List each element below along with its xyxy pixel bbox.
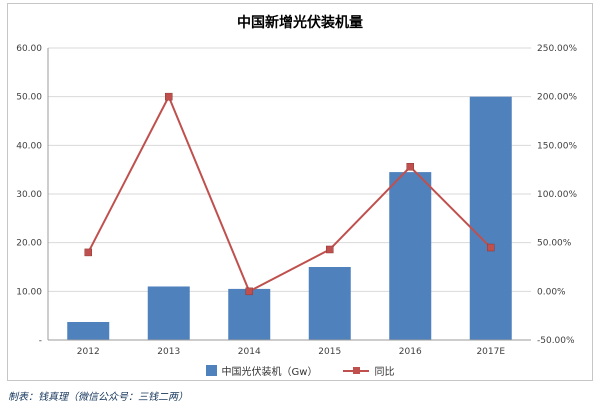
bar-2015 — [308, 267, 351, 340]
right-axis-tick-label: 150.00% — [537, 141, 577, 151]
x-axis-category-label: 2016 — [399, 347, 422, 357]
left-axis-tick-label: 10.00 — [16, 287, 42, 297]
right-axis-tick-label: 200.00% — [537, 93, 577, 103]
left-axis-tick-label: 30.00 — [16, 190, 42, 200]
right-axis-tick-label: 0.00% — [537, 287, 566, 297]
x-axis-category-label: 2015 — [318, 347, 341, 357]
right-axis-tick-label: 50.00% — [537, 239, 572, 249]
chart-title: 中国新增光伏装机量 — [237, 15, 363, 31]
line-marker-2015 — [326, 245, 334, 254]
bar-2016 — [389, 172, 432, 340]
x-axis-category-label: 2013 — [157, 347, 180, 357]
bar-2012 — [67, 321, 110, 340]
left-axis-tick-label: 60.00 — [16, 44, 42, 54]
chart-legend: 中国光伏装机（Gw） 同比 — [0, 363, 600, 378]
legend-item-bar-series: 中国光伏装机（Gw） — [205, 363, 318, 378]
chart-footer-credit: 制表：钱真理（微信公众号：三钱二两） — [8, 392, 188, 403]
bar-2017E — [469, 96, 512, 341]
bar-series-swatch-icon — [205, 365, 217, 376]
left-axis-tick-label: - — [39, 336, 42, 346]
line-series-swatch-icon — [343, 365, 370, 376]
legend-item-line-series: 同比 — [343, 363, 394, 378]
line-marker-2017E — [487, 243, 495, 252]
left-axis-tick-label: 20.00 — [16, 239, 42, 249]
x-axis-category-label: 2012 — [77, 347, 100, 357]
legend-label-line-series: 同比 — [374, 367, 395, 378]
line-marker-2012 — [84, 248, 92, 257]
line-marker-2016 — [406, 162, 414, 171]
right-axis-tick-label: 250.00% — [537, 44, 577, 54]
right-axis-tick-label: 100.00% — [537, 190, 577, 200]
left-axis-tick-label: 50.00 — [16, 93, 42, 103]
x-axis-category-label: 2014 — [238, 347, 261, 357]
left-axis-tick-label: 40.00 — [16, 141, 42, 151]
legend-label-bar-series: 中国光伏装机（Gw） — [221, 367, 318, 378]
line-marker-2014 — [245, 287, 253, 296]
line-series — [87, 94, 492, 293]
bar-2014 — [228, 288, 271, 340]
x-axis-category-label: 2017E — [476, 347, 505, 357]
right-axis-tick-label: -50.00% — [537, 336, 575, 346]
line-marker-2013 — [165, 92, 173, 101]
bar-2013 — [147, 286, 190, 340]
